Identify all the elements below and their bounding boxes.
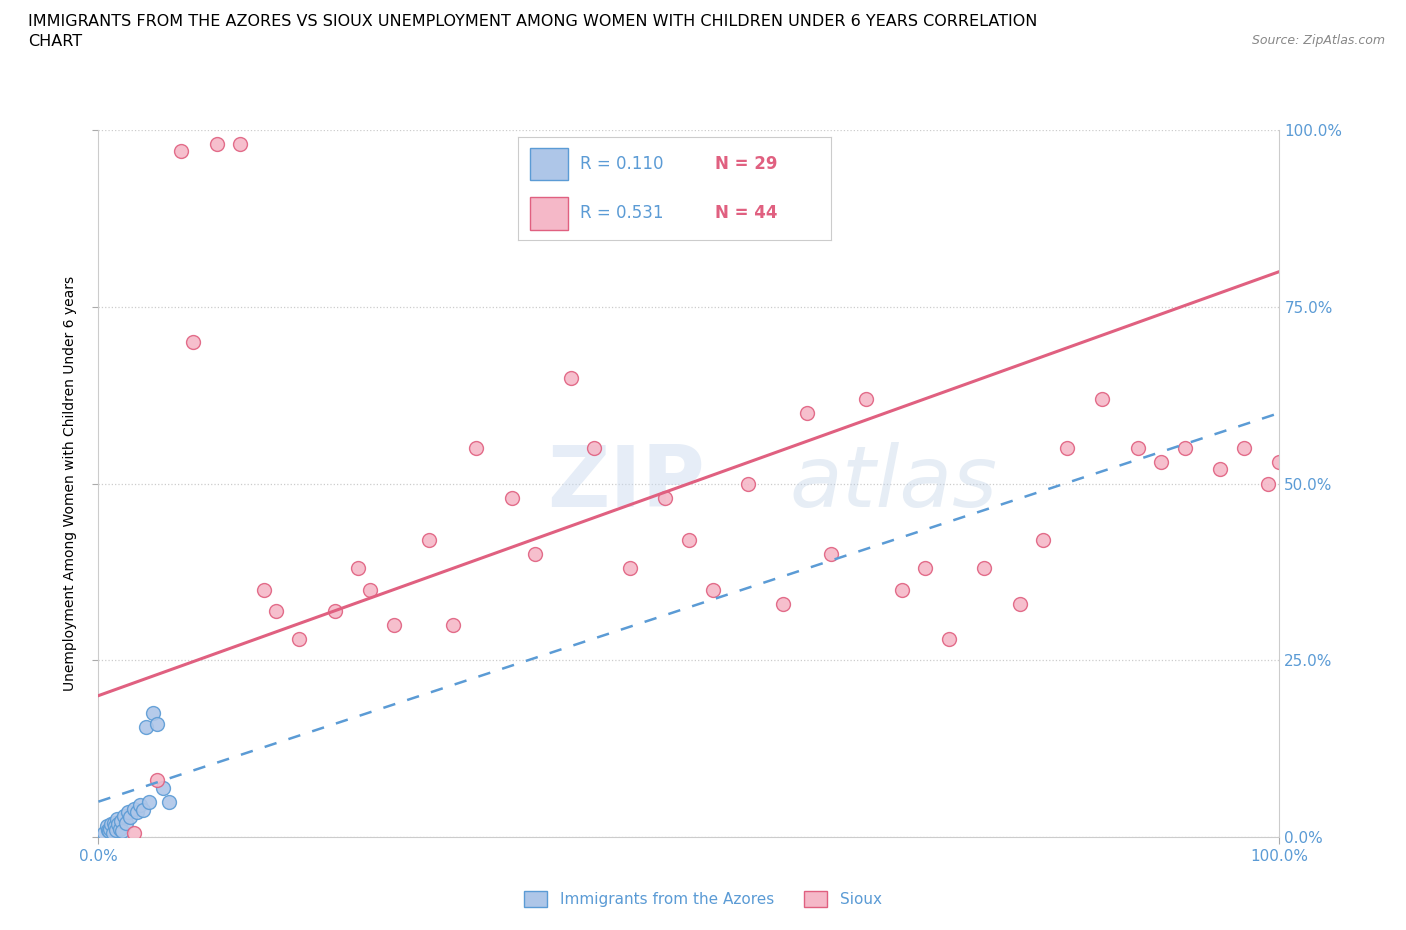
Point <box>619 561 641 576</box>
Text: CHART: CHART <box>28 34 82 49</box>
Point <box>583 441 606 456</box>
Point <box>98 821 121 836</box>
Point <box>127 804 149 819</box>
Point <box>288 631 311 646</box>
Point <box>105 822 128 837</box>
Point <box>97 822 120 837</box>
Point <box>524 547 547 562</box>
Point <box>678 533 700 548</box>
Point <box>914 561 936 576</box>
Point <box>205 137 228 152</box>
Point <box>418 533 440 548</box>
Point <box>1091 392 1114 406</box>
Point <box>1056 441 1078 456</box>
Point <box>973 561 995 576</box>
Point <box>1126 441 1149 456</box>
Point <box>820 547 842 562</box>
Point <box>93 826 115 841</box>
Y-axis label: Unemployment Among Women with Children Under 6 years: Unemployment Among Women with Children U… <box>63 276 77 691</box>
Text: IMMIGRANTS FROM THE AZORES VS SIOUX UNEMPLOYMENT AMONG WOMEN WITH CHILDREN UNDER: IMMIGRANTS FROM THE AZORES VS SIOUX UNEM… <box>28 14 1038 29</box>
Point <box>654 490 676 505</box>
Point <box>465 441 488 456</box>
Point <box>128 798 150 813</box>
Text: atlas: atlas <box>789 442 997 525</box>
Point <box>120 810 142 825</box>
Point <box>135 720 157 735</box>
Point <box>264 604 287 618</box>
Point <box>359 582 381 597</box>
Point <box>1233 441 1256 456</box>
Point <box>104 819 127 834</box>
Point <box>103 816 125 830</box>
Point <box>112 808 135 823</box>
Point <box>100 817 122 831</box>
Point <box>1257 476 1279 491</box>
Point <box>111 824 134 839</box>
Point <box>382 618 405 632</box>
Point <box>1174 441 1197 456</box>
Point <box>146 716 169 731</box>
Point <box>146 773 169 788</box>
Point <box>323 604 346 618</box>
Point <box>702 582 724 597</box>
Point <box>105 812 128 827</box>
Point <box>117 804 139 819</box>
Point <box>101 826 124 841</box>
Point <box>441 618 464 632</box>
Point <box>938 631 960 646</box>
Point <box>122 826 145 841</box>
Point <box>181 335 204 350</box>
Point <box>142 706 165 721</box>
Point <box>1150 455 1173 470</box>
Point <box>890 582 912 597</box>
Point <box>152 780 174 795</box>
Point <box>796 405 818 420</box>
Point <box>157 794 180 809</box>
Point <box>132 803 155 817</box>
Text: Source: ZipAtlas.com: Source: ZipAtlas.com <box>1251 34 1385 47</box>
Point <box>122 802 145 817</box>
Point <box>114 816 136 830</box>
Point <box>96 819 118 834</box>
Point <box>253 582 276 597</box>
Point <box>737 476 759 491</box>
Point <box>138 794 160 809</box>
Point <box>855 392 877 406</box>
Point <box>501 490 523 505</box>
Point <box>170 144 193 159</box>
Point <box>107 817 129 831</box>
Point <box>98 824 121 839</box>
Point <box>1032 533 1054 548</box>
Text: ZIP: ZIP <box>547 442 704 525</box>
Point <box>229 137 252 152</box>
Point <box>108 821 131 836</box>
Point <box>1268 455 1291 470</box>
Point <box>110 814 132 829</box>
Point <box>772 596 794 611</box>
Point <box>560 370 582 385</box>
Legend: Immigrants from the Azores, Sioux: Immigrants from the Azores, Sioux <box>519 884 887 913</box>
Point <box>1209 462 1232 477</box>
Point <box>347 561 370 576</box>
Point <box>1008 596 1031 611</box>
